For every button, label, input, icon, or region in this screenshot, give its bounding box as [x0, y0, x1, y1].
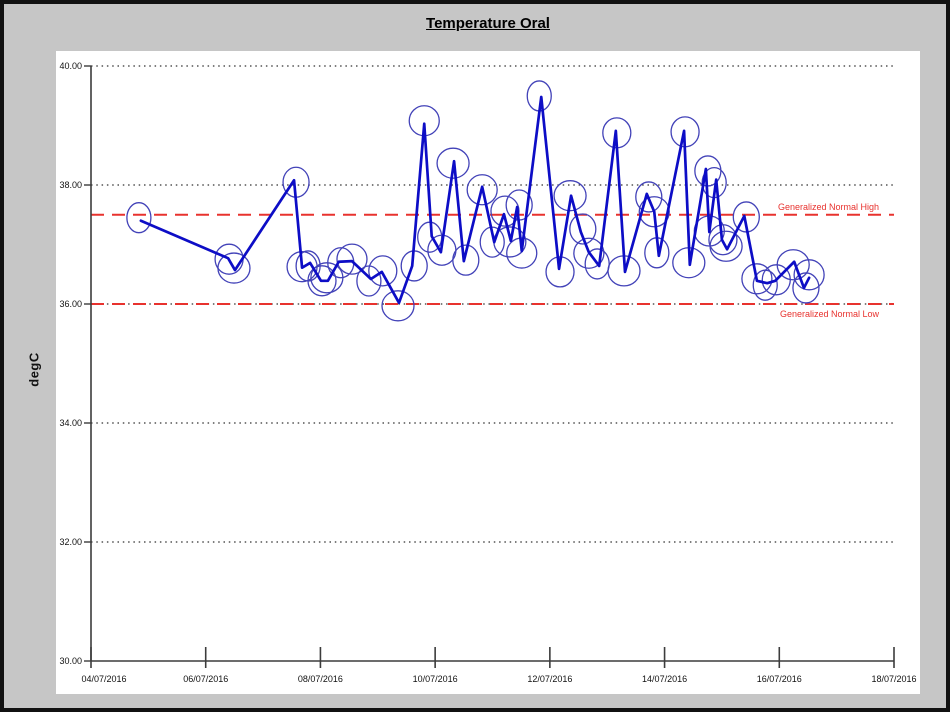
x-tick-label: 10/07/2016 — [413, 674, 458, 684]
chart-title: Temperature Oral — [56, 15, 920, 32]
data-point-circle — [708, 224, 738, 256]
reference-line-label: Generalized Normal High — [778, 202, 879, 212]
chart-panel: 40.00 38.00 36.00 34.00 32.00 30.00 Generalize… — [56, 51, 920, 694]
data-point-circle — [126, 202, 152, 234]
data-point-circle — [638, 196, 670, 228]
data-point-circle — [635, 181, 663, 213]
x-tick-label: 14/07/2016 — [642, 674, 687, 684]
data-point-circle — [741, 263, 773, 295]
y-axis-title: degC — [26, 352, 42, 387]
y-tick-label: 38.00 — [59, 180, 82, 190]
data-point-circle — [452, 244, 480, 276]
data-point-circle — [466, 174, 498, 206]
data-point-circle — [490, 195, 520, 227]
chart-title-text: Temperature Oral — [426, 15, 550, 32]
x-tick-label: 18/07/2016 — [871, 674, 916, 684]
y-tick-label: 30.00 — [59, 656, 82, 666]
data-point-circle — [569, 213, 597, 245]
data-point-circle — [793, 259, 825, 291]
data-point-circle — [307, 265, 337, 297]
x-tick-label: 16/07/2016 — [757, 674, 802, 684]
x-tick-label: 06/07/2016 — [183, 674, 228, 684]
data-point-circle — [553, 180, 587, 212]
x-tick-label: 04/07/2016 — [81, 674, 126, 684]
data-point-circle — [792, 272, 820, 304]
data-point-circle — [381, 290, 415, 322]
temperature-line — [139, 95, 811, 305]
data-point-circle — [368, 255, 398, 287]
temperature-chart: 40.00 38.00 36.00 34.00 32.00 30.00 Generalize… — [59, 61, 916, 684]
data-point-circle — [709, 230, 743, 262]
data-point-circle — [217, 252, 251, 284]
data-point-circle — [436, 147, 470, 179]
data-point-circle — [776, 249, 810, 281]
y-tick-label: 34.00 — [59, 418, 82, 428]
y-tick-label: 40.00 — [59, 61, 82, 71]
x-tick-label: 12/07/2016 — [527, 674, 572, 684]
data-point-circle — [573, 237, 605, 269]
x-tick-label: 08/07/2016 — [298, 674, 343, 684]
reference-line-label: Generalized Normal Low — [780, 309, 880, 319]
data-point-circle — [336, 243, 368, 275]
y-tick-label: 32.00 — [59, 537, 82, 547]
y-tick-label: 36.00 — [59, 299, 82, 309]
